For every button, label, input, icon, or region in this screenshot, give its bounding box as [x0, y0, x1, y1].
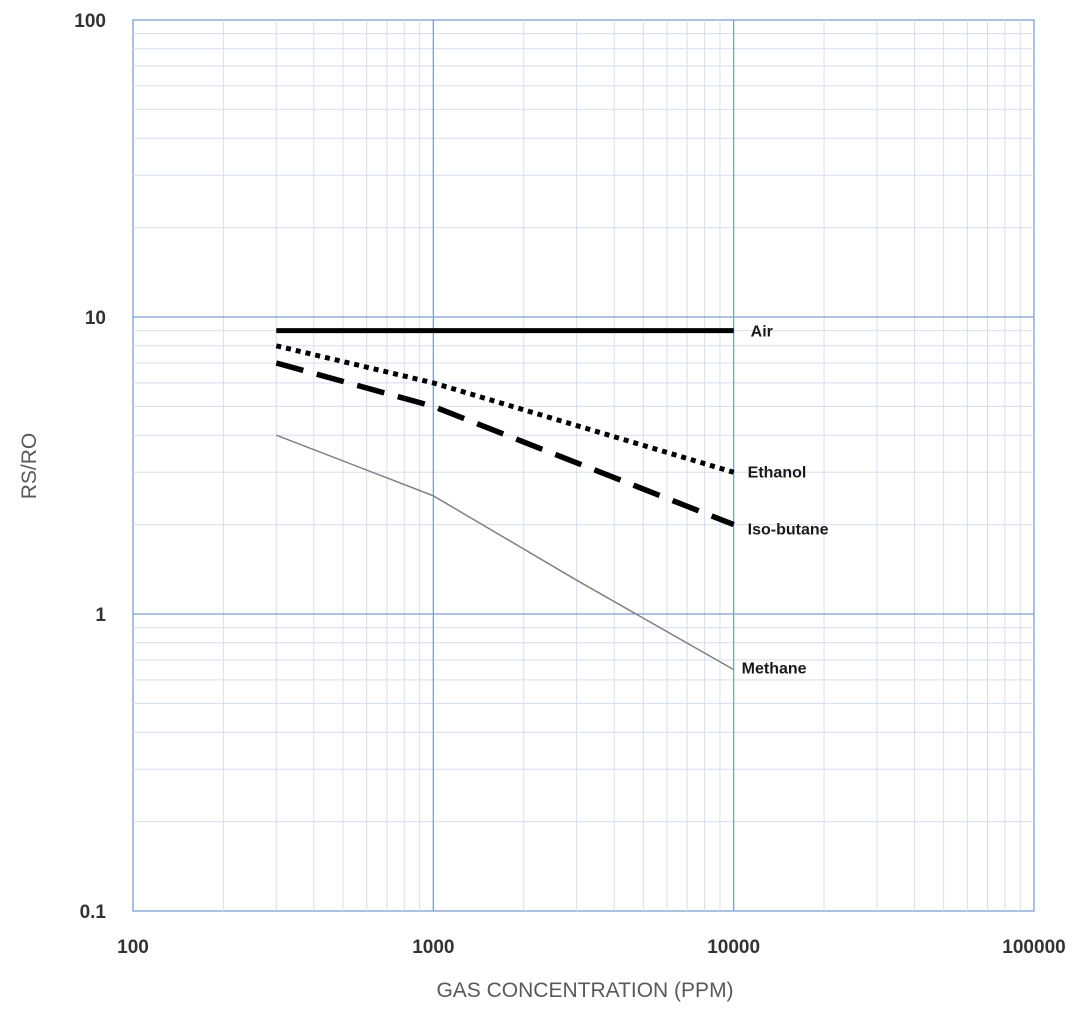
series-line-ethanol: [275, 343, 735, 475]
series-label-air: Air: [751, 324, 773, 341]
series-label-ethanol: Ethanol: [748, 464, 807, 481]
series-line-methane: [276, 434, 735, 671]
x-axis-title: GAS CONCENTRATION (PPM): [436, 979, 733, 1002]
x-tick-labels: 100 1000 10000 100000: [117, 937, 1066, 958]
y-tick-label: 10: [85, 308, 106, 329]
y-tick-label: 100: [74, 11, 106, 32]
x-tick-label: 100: [117, 937, 149, 958]
series-labels: Air Ethanol Iso-butane Methane: [742, 324, 829, 678]
plot-area: [132, 19, 1035, 912]
series-lines: [275, 328, 735, 671]
y-tick-label: 0.1: [80, 902, 107, 923]
minor-gridlines: [133, 20, 1034, 911]
y-tick-label: 1: [95, 605, 106, 626]
y-tick-labels: 100 10 1 0.1: [74, 11, 106, 923]
x-tick-label: 10000: [707, 937, 760, 958]
series-label-iso-butane: Iso-butane: [748, 522, 829, 539]
x-tick-label: 100000: [1002, 937, 1065, 958]
y-axis-title: RS/RO: [18, 433, 41, 500]
series-line-iso-butane: [275, 360, 735, 528]
x-tick-label: 1000: [412, 937, 454, 958]
series-label-methane: Methane: [742, 661, 807, 678]
major-gridlines: [133, 20, 1034, 911]
